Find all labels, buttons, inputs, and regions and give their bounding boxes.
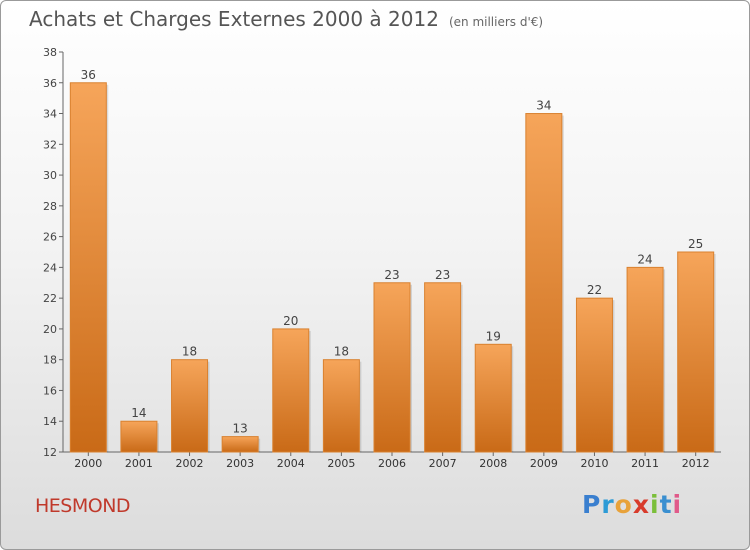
y-tick-label: 32 <box>43 138 57 151</box>
y-tick-label: 24 <box>43 261 57 274</box>
y-tick-label: 18 <box>43 354 57 367</box>
y-tick-label: 22 <box>43 292 57 305</box>
chart-title: Achats et Charges Externes 2000 à 2012 (e… <box>29 7 543 31</box>
bar-value-label: 18 <box>334 345 349 359</box>
bar-value-label: 23 <box>435 268 450 282</box>
bar <box>120 420 158 453</box>
bar-value-label: 22 <box>587 283 602 297</box>
x-tick-label: 2005 <box>327 457 355 470</box>
bar-value-label: 19 <box>486 329 501 343</box>
logo-letter: o <box>614 490 633 519</box>
bar <box>221 436 259 453</box>
x-tick-label: 2012 <box>682 457 710 470</box>
bar <box>677 251 715 453</box>
bar <box>626 266 664 453</box>
logo-letter: i <box>672 490 683 519</box>
x-tick-label: 2002 <box>176 457 204 470</box>
x-tick-label: 2009 <box>530 457 558 470</box>
y-tick-label: 20 <box>43 323 57 336</box>
y-tick-label: 16 <box>43 384 57 397</box>
x-tick-label: 2000 <box>74 457 102 470</box>
bar <box>525 113 563 453</box>
y-tick-label: 30 <box>43 169 57 182</box>
y-tick-label: 38 <box>43 46 57 59</box>
y-tick-label: 12 <box>43 446 57 459</box>
bar <box>474 343 512 453</box>
y-tick-label: 28 <box>43 200 57 213</box>
bar <box>575 297 613 453</box>
bar <box>171 359 209 453</box>
y-tick-label: 34 <box>43 108 57 121</box>
chart-subtitle: (en milliers d'€) <box>448 15 544 29</box>
x-tick-label: 2008 <box>479 457 507 470</box>
x-tick-label: 2011 <box>631 457 659 470</box>
x-tick-label: 2007 <box>429 457 457 470</box>
chart-title-text: Achats et Charges Externes 2000 à 2012 <box>29 7 439 31</box>
bar-value-label: 34 <box>536 99 551 113</box>
x-tick-label: 2004 <box>277 457 305 470</box>
bar <box>322 359 360 453</box>
y-tick-label: 36 <box>43 77 57 90</box>
bar <box>373 282 411 453</box>
x-tick-label: 2006 <box>378 457 406 470</box>
logo-letter: t <box>659 490 673 519</box>
logo-letter: x <box>632 490 650 519</box>
bar <box>424 282 462 453</box>
bar-value-label: 13 <box>233 422 248 436</box>
bar-value-label: 23 <box>384 268 399 282</box>
x-tick-label: 2003 <box>226 457 254 470</box>
logo-letter: i <box>650 490 660 519</box>
bar-value-label: 24 <box>637 252 652 266</box>
commune-name: HESMOND <box>35 495 131 517</box>
proxiti-logo: Proxiti <box>582 490 682 519</box>
logo-letter: P <box>582 490 602 519</box>
y-tick-label: 14 <box>43 415 57 428</box>
x-tick-label: 2001 <box>125 457 153 470</box>
bar-value-label: 25 <box>688 237 703 251</box>
logo-letter: r <box>601 490 615 519</box>
x-tick-label: 2010 <box>580 457 608 470</box>
bar <box>69 82 107 453</box>
bar-value-label: 14 <box>131 406 146 420</box>
bar-value-label: 20 <box>283 314 298 328</box>
y-tick-label: 26 <box>43 231 57 244</box>
bar <box>272 328 310 453</box>
bar-value-label: 18 <box>182 345 197 359</box>
bar-value-label: 36 <box>81 68 96 82</box>
